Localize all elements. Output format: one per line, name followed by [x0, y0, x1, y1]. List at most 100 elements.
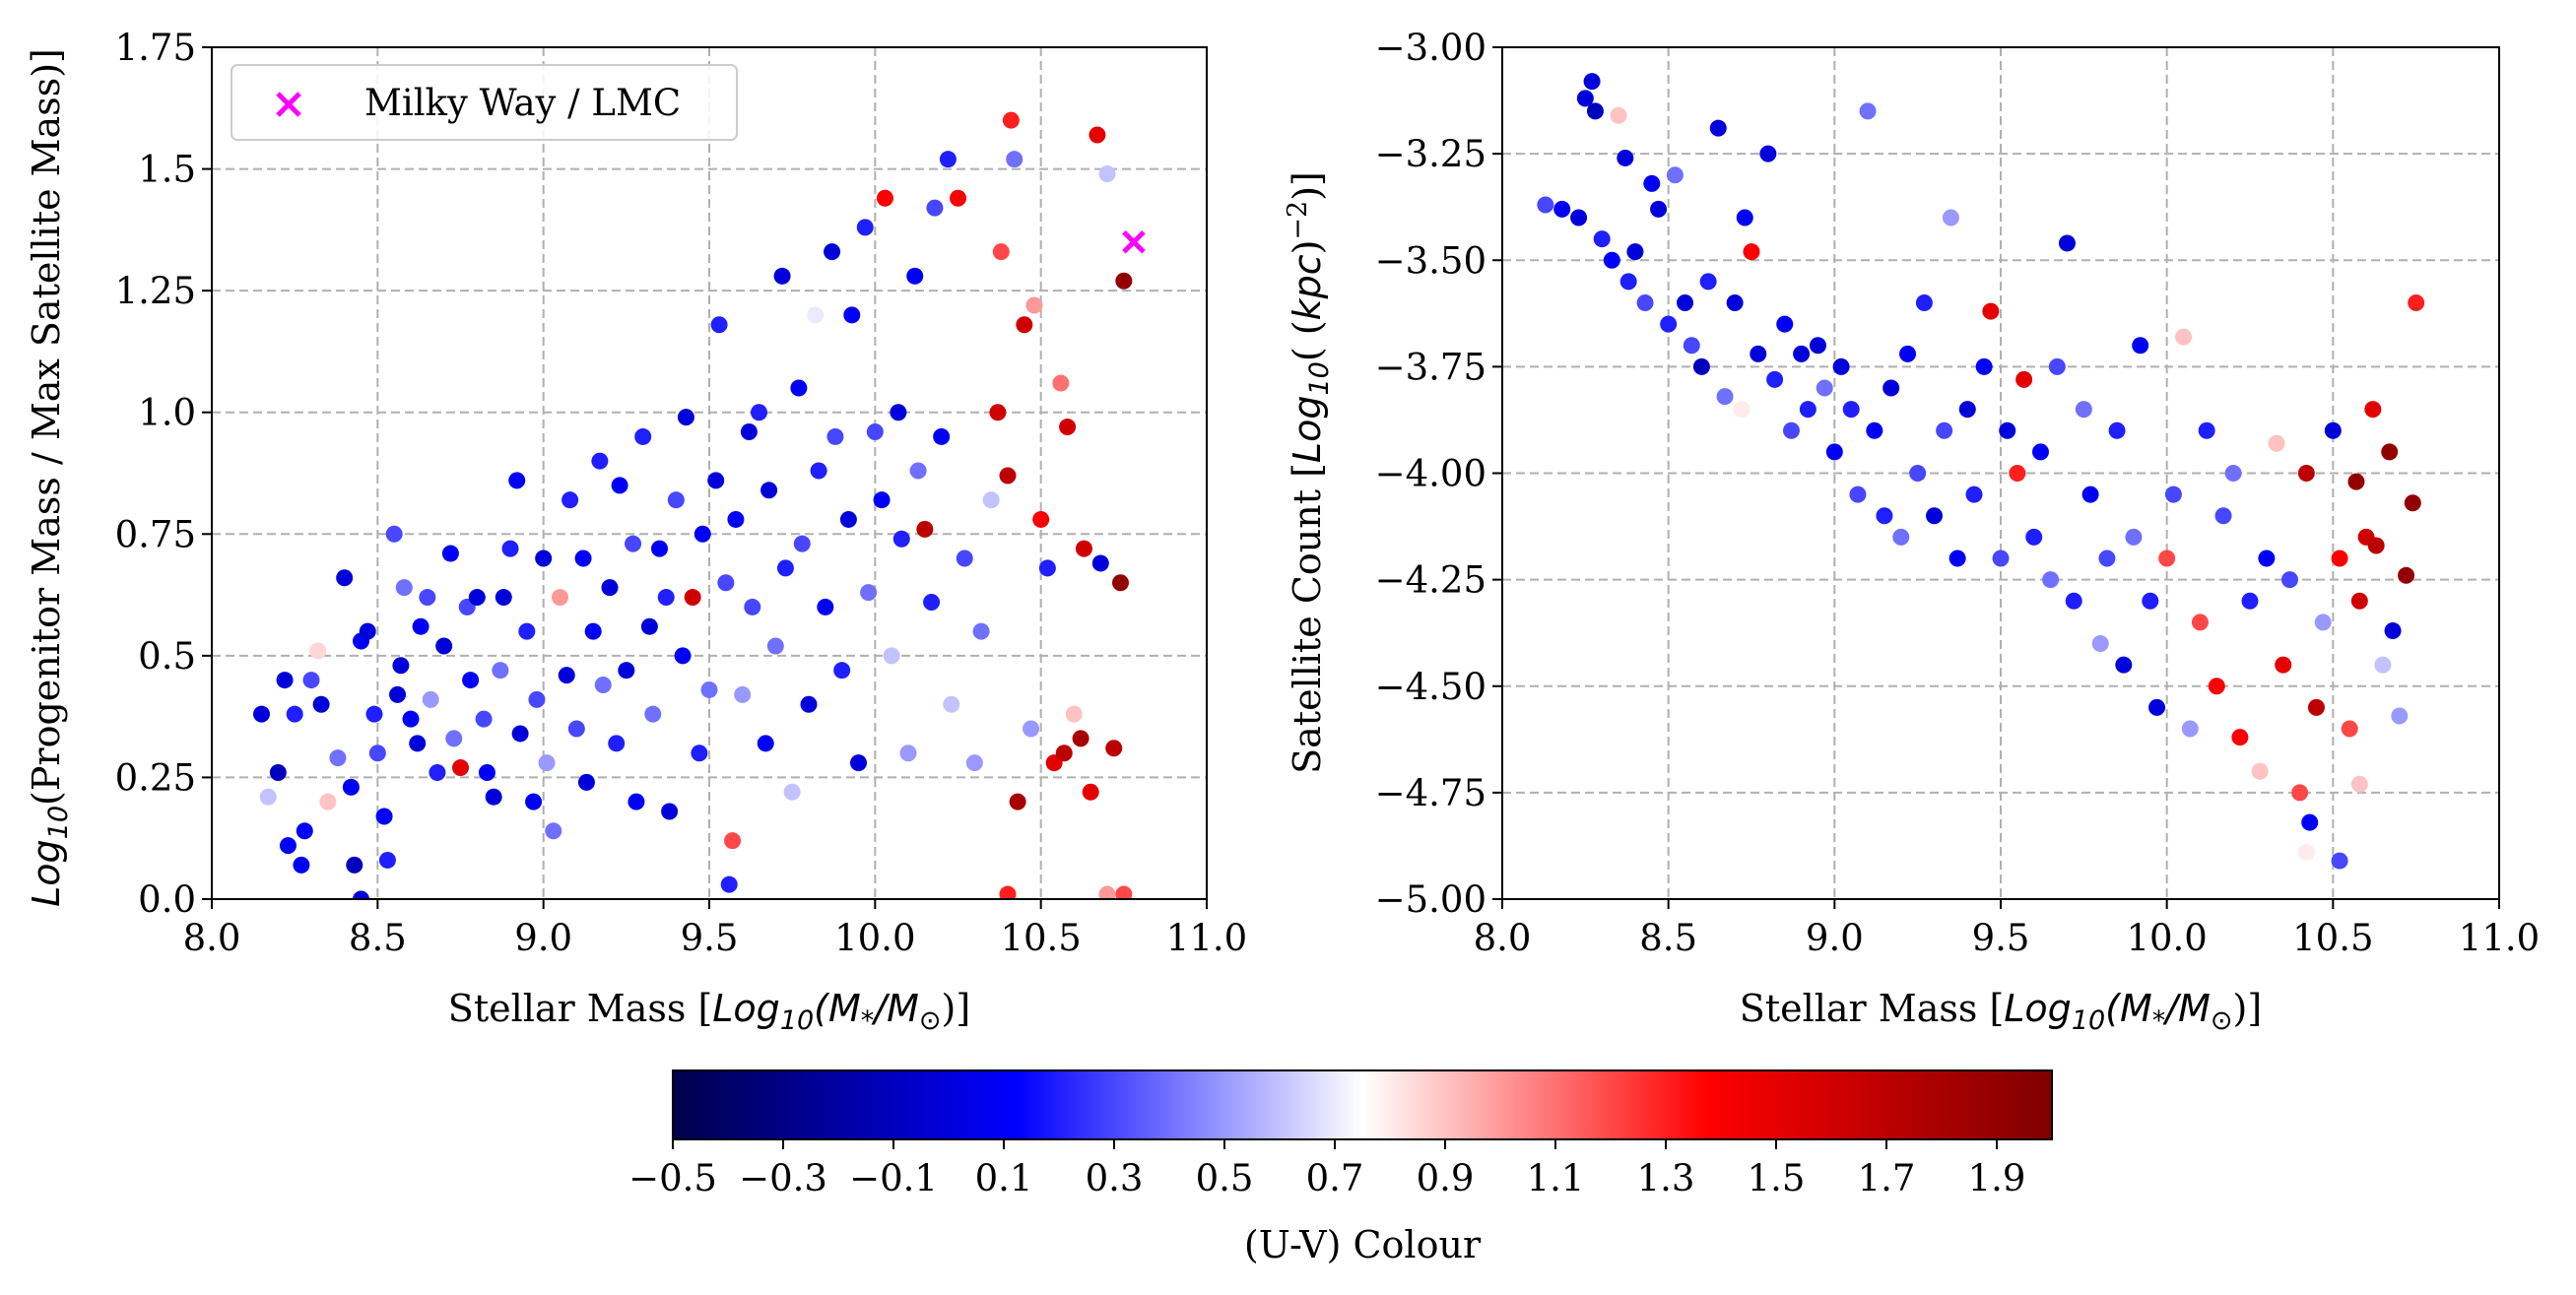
- data-point: [359, 622, 376, 640]
- y-tick-label: 1.5: [138, 149, 196, 191]
- data-point: [817, 598, 834, 615]
- y-tick-label: 0.5: [138, 635, 196, 678]
- data-point: [740, 422, 758, 440]
- data-point: [720, 875, 738, 893]
- data-point: [1949, 550, 1966, 567]
- data-point: [1576, 90, 1594, 107]
- data-point: [1899, 345, 1917, 362]
- data-point: [657, 589, 675, 607]
- data-point: [744, 598, 761, 615]
- data-point: [1626, 243, 1644, 261]
- data-point: [710, 316, 728, 334]
- data-point: [826, 427, 844, 445]
- left-chart: 8.0 8.5 9.0 9.5 10.0 10.5 11.0 0.0 0.25 0.5 0.75 1…: [25, 27, 1247, 1036]
- data-point: [594, 677, 612, 694]
- data-point: [452, 759, 469, 777]
- data-point: [700, 680, 718, 698]
- data-point: [651, 540, 668, 557]
- data-point: [1999, 421, 2016, 439]
- data-point: [810, 462, 827, 480]
- data-point: [508, 472, 526, 489]
- left-y-ticks: 0.0 0.25 0.5 0.75 1.0 1.25 1.5 1.75: [115, 27, 212, 921]
- data-point: [843, 306, 861, 324]
- data-point: [625, 535, 642, 552]
- data-point: [2065, 592, 2082, 610]
- data-point: [2297, 465, 2315, 482]
- data-point: [2181, 720, 2199, 738]
- colorbar-tick-label: 1.9: [1968, 1157, 2026, 1199]
- data-point: [1065, 705, 1083, 723]
- data-point: [601, 579, 619, 597]
- data-point: [2108, 421, 2126, 439]
- colorbar-tick-label: 0.3: [1086, 1157, 1144, 1199]
- data-point: [1799, 401, 1816, 419]
- data-point: [1909, 465, 1927, 482]
- data-point: [535, 550, 553, 567]
- data-point: [2175, 328, 2193, 346]
- data-point: [1089, 126, 1106, 144]
- data-point: [518, 622, 536, 640]
- x-tick-label: 10.0: [834, 917, 915, 959]
- data-point: [2208, 678, 2225, 695]
- data-point: [2364, 401, 2382, 419]
- data-point: [793, 535, 811, 552]
- data-point: [1793, 345, 1811, 362]
- data-point: [2268, 434, 2285, 452]
- data-point: [2291, 784, 2309, 802]
- data-point: [1660, 315, 1678, 333]
- x-tick-label: 10.5: [2292, 917, 2373, 959]
- legend: Milky Way / LMC: [231, 64, 738, 141]
- data-point: [2384, 622, 2402, 640]
- data-point: [2125, 528, 2143, 546]
- data-point: [2115, 656, 2133, 674]
- y-tick-label: 0.0: [138, 878, 196, 921]
- data-point: [1733, 401, 1750, 419]
- data-point: [1006, 151, 1024, 168]
- x-tick-label: 9.0: [1806, 917, 1864, 959]
- data-point: [2191, 614, 2209, 631]
- data-point: [1025, 296, 1043, 314]
- data-point: [860, 584, 878, 602]
- data-point: [1782, 421, 1800, 439]
- data-point: [1892, 528, 1910, 546]
- data-point: [950, 189, 966, 207]
- data-point: [1091, 554, 1109, 572]
- data-point: [760, 482, 778, 499]
- data-point: [850, 754, 867, 772]
- data-point: [392, 657, 410, 675]
- y-tick-label: −4.50: [1375, 666, 1486, 708]
- data-point: [1105, 740, 1123, 757]
- colorbar-tick-label: −0.1: [849, 1157, 938, 1199]
- data-point: [1816, 379, 1833, 397]
- data-point: [435, 637, 453, 655]
- data-point: [528, 690, 546, 708]
- data-point: [1583, 73, 1601, 91]
- data-point: [776, 559, 794, 577]
- data-point: [495, 589, 512, 607]
- data-point: [717, 574, 735, 592]
- colorbar-ticks: −0.5 −0.3 −0.1 0.1 0.3 0.5 0.7 0.9 1.1 1.3 1.5 1.7 1…: [628, 1139, 2025, 1199]
- data-point: [1115, 272, 1133, 290]
- y-tick-label: −4.00: [1375, 453, 1486, 495]
- data-point: [1716, 388, 1734, 406]
- colorbar-tick-label: 1.1: [1527, 1157, 1585, 1199]
- data-point: [1619, 273, 1637, 291]
- data-point: [1603, 251, 1620, 269]
- data-point: [724, 832, 742, 850]
- data-point: [839, 510, 857, 528]
- data-point: [445, 730, 463, 747]
- data-point: [2341, 720, 2358, 738]
- data-point: [1111, 574, 1129, 592]
- data-point: [883, 647, 900, 665]
- data-point: [707, 472, 725, 489]
- left-points: [253, 111, 1133, 899]
- data-point: [2009, 465, 2026, 482]
- data-point: [757, 735, 774, 752]
- data-point: [2158, 550, 2176, 567]
- legend-marker: [276, 92, 301, 117]
- data-point: [1032, 510, 1050, 528]
- data-point: [807, 306, 825, 324]
- data-point: [525, 793, 543, 810]
- data-point: [1709, 119, 1727, 137]
- data-point: [1683, 337, 1700, 355]
